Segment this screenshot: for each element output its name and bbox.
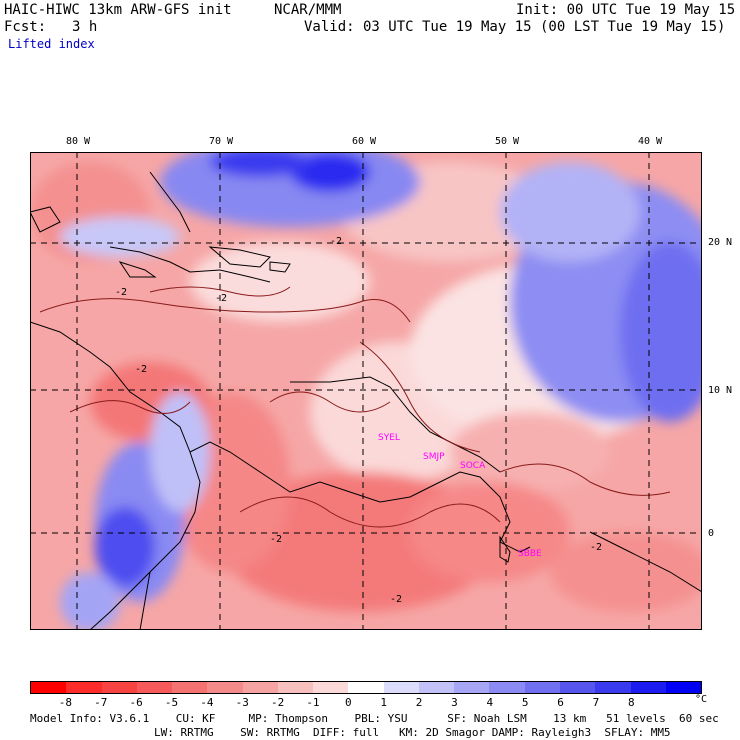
station-label: SOCA (460, 461, 486, 471)
map-frame (30, 152, 702, 630)
contour-label: -2 (215, 293, 227, 304)
colorbar-swatch (595, 682, 631, 693)
colorbar-tick-label: -3 (235, 696, 249, 709)
contour-label: -2 (135, 364, 147, 375)
contours (39, 286, 671, 528)
station-label: SMJP (423, 452, 445, 462)
colorbar-tick-label: 7 (592, 696, 600, 709)
colorbar (30, 681, 702, 694)
contour-label: -2 (590, 542, 602, 553)
station-label: SBBE (518, 549, 542, 559)
colorbar-tick-label: 3 (451, 696, 458, 709)
colorbar-swatch (559, 682, 596, 693)
colorbar-tick-label: -6 (129, 696, 143, 709)
colorbar-swatch (383, 682, 419, 693)
lat-label: 20 N (708, 237, 733, 248)
contour-label: -2 (115, 287, 127, 298)
colorbar-tick-label: -2 (270, 696, 285, 709)
contour-label: -2 (330, 236, 342, 247)
colorbar-tick-label: 2 (415, 696, 423, 709)
lat-label: 0 (708, 528, 715, 539)
colorbar-tick-label: 0 (345, 696, 352, 709)
org-label: NCAR/MMM (274, 2, 342, 18)
forecast-label: Fcst: (4, 19, 47, 35)
model-info-line2: LW: RRTMG SW: RRTMG DIFF: full KM: 2D Sm… (154, 726, 671, 739)
map-canvas: -2 -2 -2 -2 -2 -2 -2 SYEL SMJP SOCA SBBE (30, 152, 702, 630)
colorbar-swatch (313, 682, 349, 693)
model-info-line1: Model Info: V3.6.1 CU: KF MP: Thompson P… (30, 712, 719, 725)
colorbar-swatch (630, 682, 666, 693)
lon-label: 80 W (66, 136, 91, 147)
colorbar-tick-label: -5 (164, 696, 179, 709)
shading-field (30, 152, 702, 630)
coastlines (30, 171, 702, 630)
lat-lon-grid (30, 152, 702, 630)
lifted-index-map[interactable]: -2 -2 -2 -2 -2 -2 -2 SYEL SMJP SOCA SBBE (30, 152, 702, 630)
colorbar-swatch (242, 682, 278, 693)
valid-time: Valid: 03 UTC Tue 19 May 15 (00 LST Tue … (304, 19, 726, 35)
init-time: Init: 00 UTC Tue 19 May 15 (516, 2, 736, 18)
lon-label: 50 W (495, 136, 520, 147)
colorbar-tick-label: 4 (486, 696, 494, 709)
colorbar-swatch (277, 682, 314, 693)
colorbar-swatch (454, 682, 490, 693)
colorbar-tick-label: -7 (94, 696, 108, 709)
field-name: Lifted index (8, 37, 95, 51)
colorbar-swatch (101, 682, 137, 693)
station-label: SYEL (378, 433, 400, 443)
colorbar-swatch (418, 682, 455, 693)
colorbar-swatch (172, 682, 208, 693)
colorbar-tick-label: 1 (380, 696, 387, 709)
colorbar-swatch (665, 682, 702, 693)
colorbar-swatch (136, 682, 173, 693)
colorbar-unit: °C (695, 694, 708, 705)
colorbar-tick-label: 6 (557, 696, 564, 709)
colorbar-swatch (524, 682, 560, 693)
lon-label: 40 W (638, 136, 663, 147)
colorbar-tick-label: 8 (627, 696, 635, 709)
colorbar-swatch (207, 682, 243, 693)
model-title: HAIC-HIWC 13km ARW-GFS init (4, 2, 232, 18)
colorbar-tick-label: -8 (58, 696, 72, 709)
colorbar-swatch (348, 682, 384, 693)
lon-label: 70 W (209, 136, 234, 147)
colorbar-swatch (489, 682, 525, 693)
colorbar-tick-label: -1 (306, 696, 320, 709)
contour-label: -2 (270, 534, 282, 545)
colorbar-tick-label: 5 (521, 696, 529, 709)
station-group: SYEL SMJP SOCA SBBE (378, 433, 542, 559)
colorbar-tick-label: -4 (200, 696, 214, 709)
lat-label: 10 N (708, 385, 733, 396)
colorbar-swatch (31, 682, 67, 693)
colorbar-swatch (66, 682, 102, 693)
lon-label: 60 W (352, 136, 377, 147)
forecast-hour: 3 h (72, 19, 98, 35)
contour-label-group: -2 -2 -2 -2 -2 -2 -2 (115, 236, 602, 605)
contour-label: -2 (390, 594, 402, 605)
